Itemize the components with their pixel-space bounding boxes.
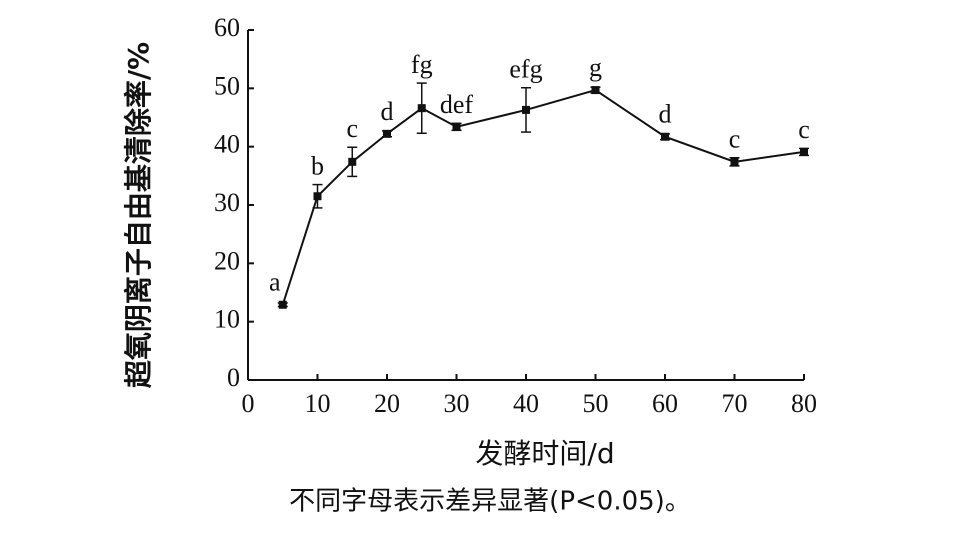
data-point <box>383 129 391 138</box>
significance-label: g <box>589 53 602 82</box>
data-point <box>452 122 461 131</box>
data-point <box>661 132 669 141</box>
significance-label: a <box>269 268 281 297</box>
y-tick-label: 30 <box>214 188 240 217</box>
caption: 不同字母表示差异显著(P<0.05)。 <box>289 487 691 517</box>
x-tick-label: 20 <box>374 389 400 418</box>
y-tick-label: 50 <box>214 71 240 100</box>
x-tick-label: 80 <box>791 389 817 418</box>
data-point <box>730 157 739 166</box>
y-axis-label: 超氧阴离子自由基清除率/% <box>122 42 155 388</box>
y-tick-label: 0 <box>227 363 240 392</box>
significance-label: fg <box>411 50 433 79</box>
significance-label: b <box>311 152 324 181</box>
data-point <box>348 157 357 166</box>
data-point <box>800 147 808 156</box>
y-tick-label: 20 <box>214 246 240 275</box>
x-tick-label: 30 <box>444 389 470 418</box>
x-axis-label: 发酵时间/d <box>475 437 614 470</box>
x-tick-label: 60 <box>652 389 678 418</box>
x-tick-label: 10 <box>305 389 331 418</box>
x-tick-label: 0 <box>242 389 255 418</box>
y-tick-label: 10 <box>214 305 240 334</box>
significance-label: c <box>729 125 741 154</box>
data-point <box>278 300 287 309</box>
x-tick-label: 50 <box>583 389 609 418</box>
significance-label: efg <box>509 55 542 84</box>
significance-label: def <box>440 90 474 119</box>
y-tick-label: 40 <box>214 130 240 159</box>
significance-label: c <box>346 114 358 143</box>
data-point <box>591 86 600 95</box>
data-point <box>313 192 322 201</box>
x-tick-label: 70 <box>722 389 748 418</box>
data-point <box>522 105 530 114</box>
significance-label: d <box>659 100 672 129</box>
data-line <box>281 88 805 306</box>
x-tick-label: 40 <box>513 389 539 418</box>
y-tick-label: 60 <box>214 13 240 42</box>
significance-label: d <box>381 97 394 126</box>
data-point <box>417 104 426 113</box>
significance-label: c <box>798 115 810 144</box>
